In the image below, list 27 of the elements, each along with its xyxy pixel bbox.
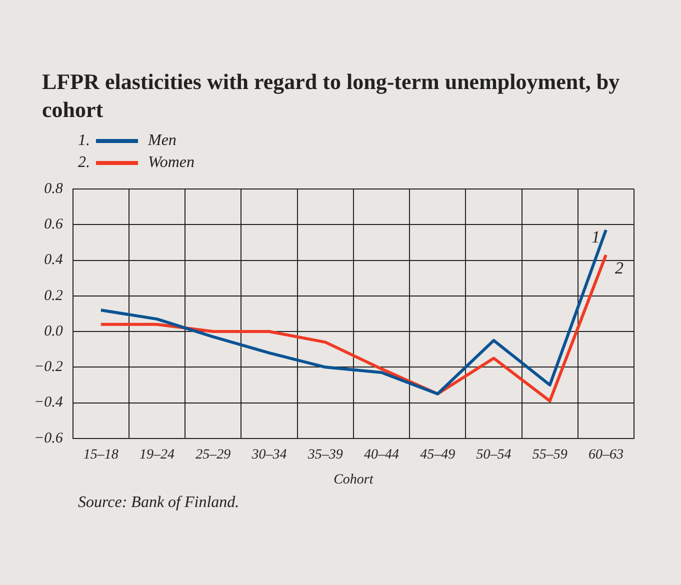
text: 1. (78, 131, 90, 151)
y-tick-label: 0.8 (44, 180, 64, 197)
x-tick-label: 19–24 (140, 447, 175, 462)
y-tick-label: 0.4 (44, 252, 64, 268)
x-tick-label: 55–59 (532, 447, 568, 462)
legend-label: Women (148, 153, 195, 173)
x-tick-label: 25–29 (196, 447, 231, 462)
legend-label: Men (148, 131, 176, 151)
text: 2. (78, 153, 90, 173)
x-tick-label: 50–54 (476, 447, 512, 462)
annotation: 2 (614, 258, 624, 278)
x-axis-title: Cohort (334, 472, 374, 488)
x-tick-label: 15–18 (83, 447, 118, 462)
x-tick-label: 60–63 (588, 447, 624, 462)
x-tick-label: 30–34 (250, 447, 287, 462)
y-tick-label: 0.6 (44, 216, 64, 233)
y-tick-label: −0.6 (34, 430, 64, 446)
x-tick-label: 35–39 (306, 447, 343, 462)
x-tick-label: 40–44 (364, 447, 399, 462)
annotation: 1 (591, 227, 600, 246)
y-tick-label: 0.0 (44, 323, 64, 340)
y-tick-label: 0.2 (44, 288, 64, 304)
chart-title: LFPR elasticities with regard to long-term unemployment, by cohort (42, 68, 621, 124)
y-tick-label: −0.2 (34, 359, 64, 376)
source-note: Source: Bank of Finland. (78, 494, 240, 512)
x-tick-label: 45–49 (420, 447, 456, 462)
y-tick-label: −0.4 (34, 394, 64, 411)
